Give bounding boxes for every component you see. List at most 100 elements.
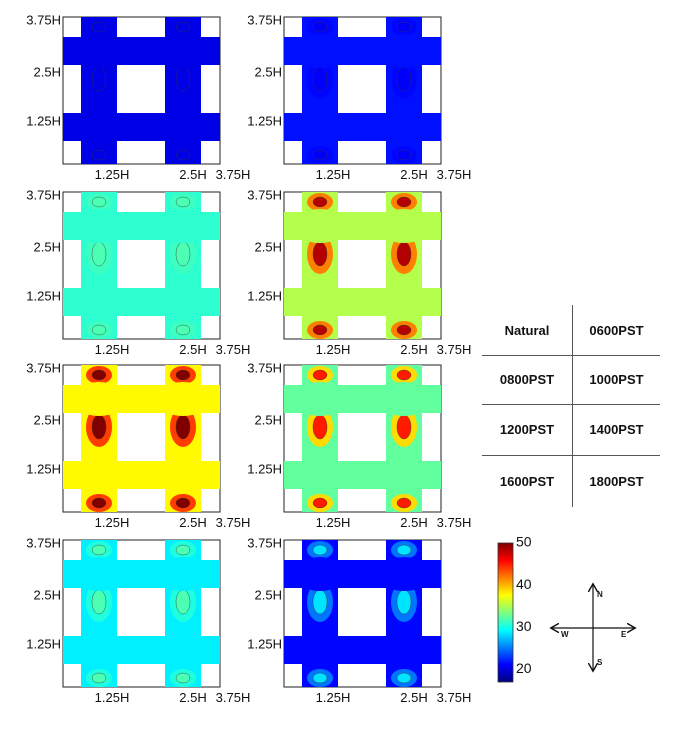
- table-cell: 1800PST: [589, 473, 644, 489]
- table-cell: 1600PST: [499, 473, 555, 489]
- y-tick-label: 1.25H: [247, 461, 282, 476]
- colorbar-tick-label: 50: [516, 534, 532, 550]
- x-tick-label: 3.75H: [437, 342, 472, 357]
- table-divider-vertical: [572, 305, 573, 507]
- temperature-hotspot: [91, 21, 107, 33]
- heatmap-panel: 3.75H 2.5H 1.25H 1.25H 2.5H 3.75H: [247, 535, 471, 705]
- heatmap-panel: 3.75H 2.5H 1.25H 1.25H 2.5H 3.75H: [247, 360, 471, 530]
- y-tick-label: 1.25H: [26, 288, 61, 303]
- y-tick-label: 2.5H: [34, 64, 61, 79]
- temperature-hotspot: [175, 369, 191, 381]
- compass-e-label: E: [621, 630, 627, 639]
- temperature-hotspot: [91, 544, 107, 556]
- temperature-hotspot: [396, 544, 412, 556]
- temperature-hotspot: [91, 66, 107, 92]
- temperature-hotspot: [312, 369, 328, 381]
- intersection-area: [73, 382, 125, 416]
- table-cell: 0600PST: [589, 322, 644, 338]
- temperature-hotspot: [396, 672, 412, 684]
- x-tick-label: 1.25H: [95, 342, 130, 357]
- x-tick-label: 3.75H: [216, 515, 251, 530]
- temperature-hotspot: [396, 21, 412, 33]
- temperature-hotspot: [312, 544, 328, 556]
- temperature-hotspot: [91, 414, 107, 440]
- y-tick-label: 1.25H: [247, 288, 282, 303]
- temperature-hotspot: [312, 21, 328, 33]
- temperature-hotspot: [91, 497, 107, 509]
- intersection-area: [73, 209, 125, 243]
- temperature-hotspot: [175, 589, 191, 615]
- colorbar-tick-label: 30: [516, 618, 532, 634]
- temperature-hotspot: [396, 149, 412, 161]
- y-tick-label: 2.5H: [34, 239, 61, 254]
- y-tick-label: 2.5H: [34, 587, 61, 602]
- x-tick-label: 2.5H: [400, 515, 427, 530]
- heatmap-panel: 3.75H 2.5H 1.25H 1.25H 2.5H 3.75H: [26, 12, 250, 182]
- temperature-hotspot: [312, 414, 328, 440]
- temperature-hotspot: [91, 241, 107, 267]
- table-cell: 1000PST: [589, 372, 644, 387]
- temperature-hotspot: [396, 241, 412, 267]
- temperature-hotspot: [312, 149, 328, 161]
- compass-w-label: W: [561, 630, 569, 639]
- intersection-area: [157, 382, 209, 416]
- colorbar-ticks: 20 30 40 50: [516, 534, 532, 676]
- x-tick-label: 1.25H: [95, 690, 130, 705]
- x-tick-label: 2.5H: [400, 342, 427, 357]
- intersection-area: [294, 557, 346, 591]
- x-tick-label: 1.25H: [316, 342, 351, 357]
- y-tick-label: 3.75H: [26, 535, 61, 550]
- temperature-hotspot: [175, 324, 191, 336]
- y-tick-label: 1.25H: [26, 636, 61, 651]
- x-tick-label: 2.5H: [179, 515, 206, 530]
- temperature-hotspot: [175, 21, 191, 33]
- temperature-hotspot: [396, 414, 412, 440]
- colorbar-tick-label: 20: [516, 660, 532, 676]
- y-tick-label: 3.75H: [247, 12, 282, 27]
- temperature-hotspot: [312, 589, 328, 615]
- temperature-hotspot: [312, 672, 328, 684]
- intersection-area: [294, 34, 346, 68]
- x-tick-label: 1.25H: [95, 515, 130, 530]
- intersection-area: [157, 34, 209, 68]
- intersection-area: [157, 110, 209, 144]
- compass: N S E W: [552, 585, 634, 670]
- temperature-hotspot: [91, 589, 107, 615]
- y-tick-label: 3.75H: [247, 187, 282, 202]
- panels-layer: 3.75H 2.5H 1.25H 1.25H 2.5H 3.75H 3.75H 2.5H 1.2…: [26, 12, 471, 705]
- x-tick-label: 3.75H: [216, 690, 251, 705]
- intersection-area: [157, 633, 209, 667]
- y-tick-label: 2.5H: [255, 64, 282, 79]
- compass-n-label: N: [597, 590, 603, 599]
- y-tick-label: 3.75H: [26, 12, 61, 27]
- x-tick-label: 3.75H: [216, 342, 251, 357]
- y-tick-label: 2.5H: [255, 587, 282, 602]
- temperature-hotspot: [396, 589, 412, 615]
- heatmap-panel: 3.75H 2.5H 1.25H 1.25H 2.5H 3.75H: [26, 187, 250, 357]
- temperature-hotspot: [91, 196, 107, 208]
- intersection-area: [378, 382, 430, 416]
- temperature-hotspot: [175, 672, 191, 684]
- temperature-hotspot: [396, 369, 412, 381]
- intersection-area: [378, 34, 430, 68]
- intersection-area: [73, 285, 125, 319]
- temperature-hotspot: [175, 497, 191, 509]
- y-tick-label: 3.75H: [26, 360, 61, 375]
- y-tick-label: 1.25H: [26, 461, 61, 476]
- temperature-hotspot: [175, 414, 191, 440]
- heatmap-panel: 3.75H 2.5H 1.25H 1.25H 2.5H 3.75H: [26, 360, 250, 530]
- compass-s-label: S: [597, 658, 603, 667]
- intersection-area: [294, 633, 346, 667]
- x-tick-label: 1.25H: [95, 167, 130, 182]
- panel-legend-table: Natural 0600PST 0800PST 1000PST 1200PST …: [482, 305, 660, 507]
- colorbar: 20 30 40 50: [497, 534, 532, 683]
- table-cell: 0800PST: [499, 372, 555, 387]
- y-tick-label: 2.5H: [34, 412, 61, 427]
- table-cell: Natural: [504, 322, 550, 338]
- table-divider: [482, 404, 660, 405]
- temperature-hotspot: [175, 149, 191, 161]
- heatmap-panel: 3.75H 2.5H 1.25H 1.25H 2.5H 3.75H: [247, 12, 471, 182]
- intersection-area: [294, 382, 346, 416]
- temperature-hotspot: [175, 544, 191, 556]
